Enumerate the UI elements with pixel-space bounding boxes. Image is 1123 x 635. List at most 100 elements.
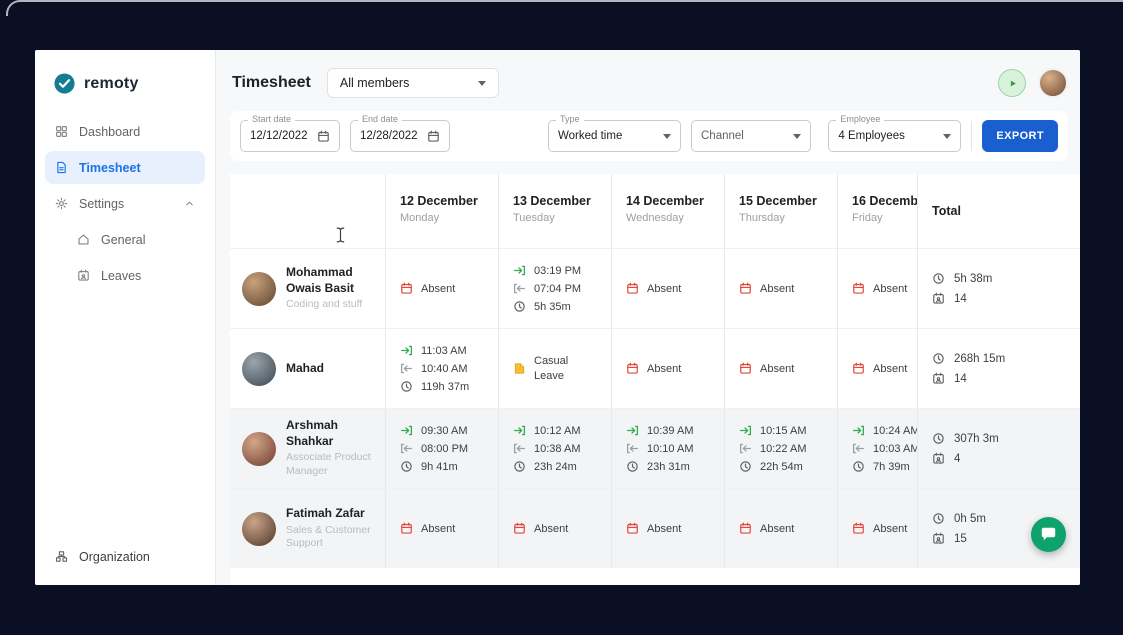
total-hours: 0h 5m	[954, 512, 986, 525]
total-leaves-icon	[932, 372, 945, 385]
duration-clock-icon	[626, 460, 639, 473]
employee-subtitle: Sales & Customer Support	[286, 523, 371, 550]
chat-icon	[1039, 525, 1058, 544]
clock-out-icon	[626, 442, 639, 455]
sidebar-item-label: General	[101, 232, 146, 247]
duration: 23h 24m	[534, 460, 577, 473]
clock-out-time: 10:40 AM	[421, 362, 468, 375]
absent-calendar-icon	[513, 522, 526, 535]
sidebar-item-settings[interactable]: Settings	[45, 187, 205, 220]
sidebar-item-label: Settings	[79, 196, 125, 211]
clock-out-icon	[400, 442, 413, 455]
channel-dropdown[interactable]: Channel	[691, 120, 811, 152]
clock-in-icon	[626, 424, 639, 437]
caret-down-icon	[943, 133, 952, 139]
timesheet-cell-absent: Absent	[386, 489, 499, 568]
sidebar-item-organization[interactable]: Organization	[45, 540, 205, 573]
timesheet-cell-absent: Absent	[612, 329, 725, 408]
total-hours: 307h 3m	[954, 432, 999, 445]
start-date-label: Start date	[248, 114, 296, 124]
clock-out-time: 08:00 PM	[421, 442, 469, 455]
absent-calendar-icon	[626, 522, 639, 535]
sidebar-nav: Dashboard Timesheet Settings General Lea…	[35, 115, 215, 292]
start-date-field[interactable]: Start date 12/12/2022	[240, 114, 340, 152]
calendar-icon	[317, 130, 330, 143]
timesheet-cell-times: 10:15 AM 10:22 AM 22h 54m	[725, 409, 838, 488]
timesheet-cell-absent: Absent	[838, 249, 918, 328]
topbar-right	[998, 68, 1068, 98]
members-dropdown-value: All members	[339, 76, 410, 90]
employee-name: Fatimah Zafar	[286, 506, 365, 521]
absent-calendar-icon	[852, 362, 865, 375]
app-window: remoty Dashboard Timesheet Settings Gene…	[35, 50, 1080, 585]
employee-cell: Arshmah Shahkar Associate Product Manage…	[230, 409, 386, 488]
duration-clock-icon	[513, 300, 526, 313]
main-area: Timesheet All members Start date 12/12/2…	[216, 50, 1080, 585]
sidebar-item-leaves[interactable]: Leaves	[45, 259, 205, 292]
table-row: Mahad 11:03 AM 10:40 AM 119h 37m Casual …	[230, 328, 1080, 408]
casual-leave-icon	[513, 362, 526, 375]
sidebar-item-timesheet[interactable]: Timesheet	[45, 151, 205, 184]
timesheet-cell-absent: Absent	[612, 489, 725, 568]
day-column-header: 15 December Thursday	[725, 174, 838, 248]
members-dropdown[interactable]: All members	[326, 68, 499, 98]
timesheet-cell-absent: Absent	[838, 489, 918, 568]
dashboard-icon	[55, 125, 68, 138]
avatar	[242, 431, 276, 466]
employee-cell: Mohammad Owais Basit Coding and stuff	[230, 249, 386, 328]
sidebar-item-label: Organization	[79, 549, 150, 564]
end-date-field[interactable]: End date 12/28/2022	[350, 114, 450, 152]
absent-calendar-icon	[400, 522, 413, 535]
chat-fab-button[interactable]	[1031, 517, 1066, 552]
organization-icon	[55, 550, 68, 563]
duration: 119h 37m	[421, 380, 470, 393]
clock-in-time: 11:03 AM	[421, 344, 467, 357]
clock-in-icon	[513, 264, 526, 277]
timesheet-cell-leave: Casual Leave	[499, 329, 612, 408]
leaves-calendar-icon	[77, 269, 90, 282]
type-label: Type	[556, 114, 584, 124]
duration-clock-icon	[513, 460, 526, 473]
timesheet-cell-absent: Absent	[386, 249, 499, 328]
total-hours: 5h 38m	[954, 272, 993, 285]
total-hours-clock-icon	[932, 352, 945, 365]
absent-calendar-icon	[852, 282, 865, 295]
clock-out-icon	[400, 362, 413, 375]
timesheet-cell-absent: Absent	[499, 489, 612, 568]
home-icon	[77, 233, 90, 246]
timesheet-cell-absent: Absent	[725, 329, 838, 408]
timesheet-cell-absent: Absent	[725, 249, 838, 328]
export-button[interactable]: EXPORT	[982, 120, 1058, 152]
clock-out-time: 10:03 AM	[873, 442, 918, 455]
total-cell: 307h 3m 4	[918, 409, 1080, 488]
play-button[interactable]	[998, 69, 1026, 97]
timesheet-cell-absent: Absent	[838, 329, 918, 408]
sidebar-item-general[interactable]: General	[45, 223, 205, 256]
play-icon	[1006, 77, 1019, 90]
sidebar-item-dashboard[interactable]: Dashboard	[45, 115, 205, 148]
employee-cell: Fatimah Zafar Sales & Customer Support	[230, 489, 386, 568]
clock-in-time: 03:19 PM	[534, 264, 582, 277]
app-logo: remoty	[35, 50, 215, 115]
type-dropdown[interactable]: Type Worked time	[548, 114, 681, 152]
user-avatar[interactable]	[1038, 68, 1068, 98]
caret-down-icon	[663, 133, 671, 139]
total-cell: 268h 15m 14	[918, 329, 1080, 408]
day-column-header: 12 December Monday	[386, 174, 499, 248]
clock-out-icon	[513, 282, 526, 295]
type-value: Worked time	[558, 130, 623, 142]
day-column-header: 16 December Friday	[838, 174, 918, 248]
duration-clock-icon	[852, 460, 865, 473]
logo-text: remoty	[84, 74, 139, 92]
total-leaves: 14	[954, 292, 967, 305]
duration-clock-icon	[739, 460, 752, 473]
clock-in-icon	[400, 344, 413, 357]
employee-name: Mohammad Owais Basit	[286, 265, 355, 295]
timesheet-cell-times: 03:19 PM 07:04 PM 5h 35m	[499, 249, 612, 328]
duration-clock-icon	[400, 380, 413, 393]
employee-dropdown[interactable]: Employee 4 Employees	[828, 114, 962, 152]
gear-icon	[55, 197, 68, 210]
employee-label: Employee	[836, 114, 885, 124]
page-title: Timesheet	[232, 74, 311, 91]
employee-column-header	[230, 174, 386, 248]
